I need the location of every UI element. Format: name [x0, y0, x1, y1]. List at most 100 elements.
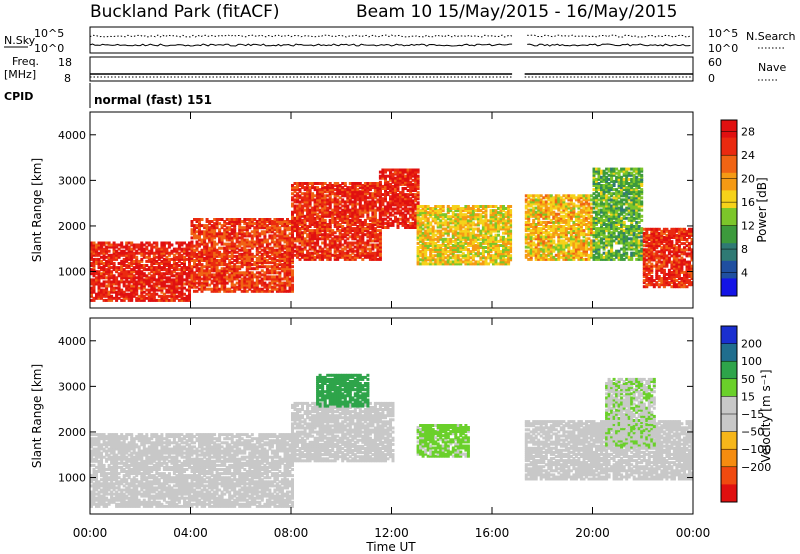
echo-cell [326, 249, 330, 253]
echo-cell [336, 223, 340, 226]
echo-cell [336, 220, 340, 224]
echo-cell [175, 282, 179, 286]
echo-cell [162, 264, 166, 267]
echo-cell [341, 188, 345, 192]
echo-cell [446, 223, 450, 227]
echo-cell [245, 254, 249, 258]
echo-cell [125, 284, 129, 288]
echo-cell [200, 265, 204, 269]
echo-cell [384, 226, 387, 229]
echo-cell [311, 184, 315, 187]
echo-cell [371, 229, 375, 233]
echo-cell [90, 280, 93, 284]
echo-cell [376, 186, 380, 190]
echo-cell [361, 212, 365, 216]
echo-cell [391, 203, 395, 207]
echo-cell [157, 247, 161, 251]
echo-cell [185, 251, 189, 255]
echo-cell [346, 198, 350, 202]
echo-cell [140, 241, 144, 245]
echo-cell [283, 232, 287, 236]
echo-cell [193, 232, 196, 236]
echo-cell [386, 209, 390, 213]
echo-cell [323, 229, 327, 233]
echo-cell [351, 249, 355, 253]
echo-cell [183, 266, 186, 270]
echo-cell [145, 247, 149, 251]
echo-cell [278, 240, 282, 244]
echo-cell [291, 257, 294, 261]
echo-cell [343, 231, 347, 235]
echo-cell [331, 233, 335, 237]
echo-cell [394, 203, 397, 207]
echo-cell [459, 258, 463, 262]
echo-cell [255, 230, 259, 234]
echo-cell [341, 253, 345, 257]
echo-cell [140, 280, 144, 284]
echo-cell [421, 246, 425, 249]
echo-cell [461, 233, 465, 237]
echo-cell [396, 184, 400, 188]
echo-cell [306, 249, 310, 253]
echo-cell [411, 215, 415, 219]
echo-cell [228, 261, 232, 265]
echo-cell [338, 255, 342, 259]
echo-cell [333, 182, 337, 185]
echo-cell [190, 265, 194, 269]
echo-cell [275, 271, 279, 275]
echo-cell [170, 288, 174, 292]
echo-cell [404, 178, 408, 182]
echo-cell [484, 233, 488, 237]
echo-cell [92, 253, 96, 257]
echo-cell [210, 254, 214, 258]
echo-cell [115, 286, 119, 290]
echo-cell [353, 231, 357, 235]
echo-cell [439, 252, 443, 256]
echo-cell [291, 285, 294, 289]
echo-cell [384, 193, 387, 197]
echo-cell [386, 191, 390, 195]
echo-cell [130, 259, 134, 263]
echo-cell [213, 228, 217, 232]
echo-cell [368, 231, 372, 235]
echo-cell [401, 223, 405, 227]
echo-cell [414, 174, 418, 178]
echo-cell [559, 214, 563, 218]
echo-cell [376, 233, 380, 237]
echo-cell [371, 204, 375, 208]
echo-cell [497, 248, 500, 252]
echo-cell [298, 220, 302, 224]
echo-cell [308, 196, 312, 200]
echo-cell [313, 202, 317, 206]
echo-cell [376, 257, 380, 261]
echo-cell [145, 278, 149, 282]
echo-cell [120, 294, 124, 298]
echo-cell [411, 184, 415, 188]
echo-cell [213, 224, 217, 228]
echo-cell [265, 244, 269, 248]
echo-cell [115, 296, 119, 300]
echo-cell [291, 289, 294, 293]
echo-cell [223, 220, 227, 223]
echo-cell [288, 281, 292, 285]
echo-cell [97, 278, 101, 282]
echo-cell [348, 212, 352, 216]
echo-cell [152, 298, 156, 302]
echo-cell [245, 259, 249, 262]
echo-cell [328, 210, 332, 214]
echo-cell [90, 241, 93, 245]
echo-cell [265, 285, 269, 289]
echo-cell [127, 257, 131, 261]
echo-cell [240, 283, 244, 287]
echo-cell [95, 257, 98, 261]
echo-cell [331, 216, 335, 220]
echo-cell [183, 270, 186, 274]
echo-cell [127, 288, 131, 292]
echo-cell [391, 189, 395, 192]
echo-cell [494, 233, 498, 237]
echo-cell [127, 292, 131, 296]
echo-cell [180, 255, 184, 259]
echo-cell [283, 238, 287, 242]
echo-cell [203, 252, 207, 256]
echo-cell [336, 214, 340, 218]
